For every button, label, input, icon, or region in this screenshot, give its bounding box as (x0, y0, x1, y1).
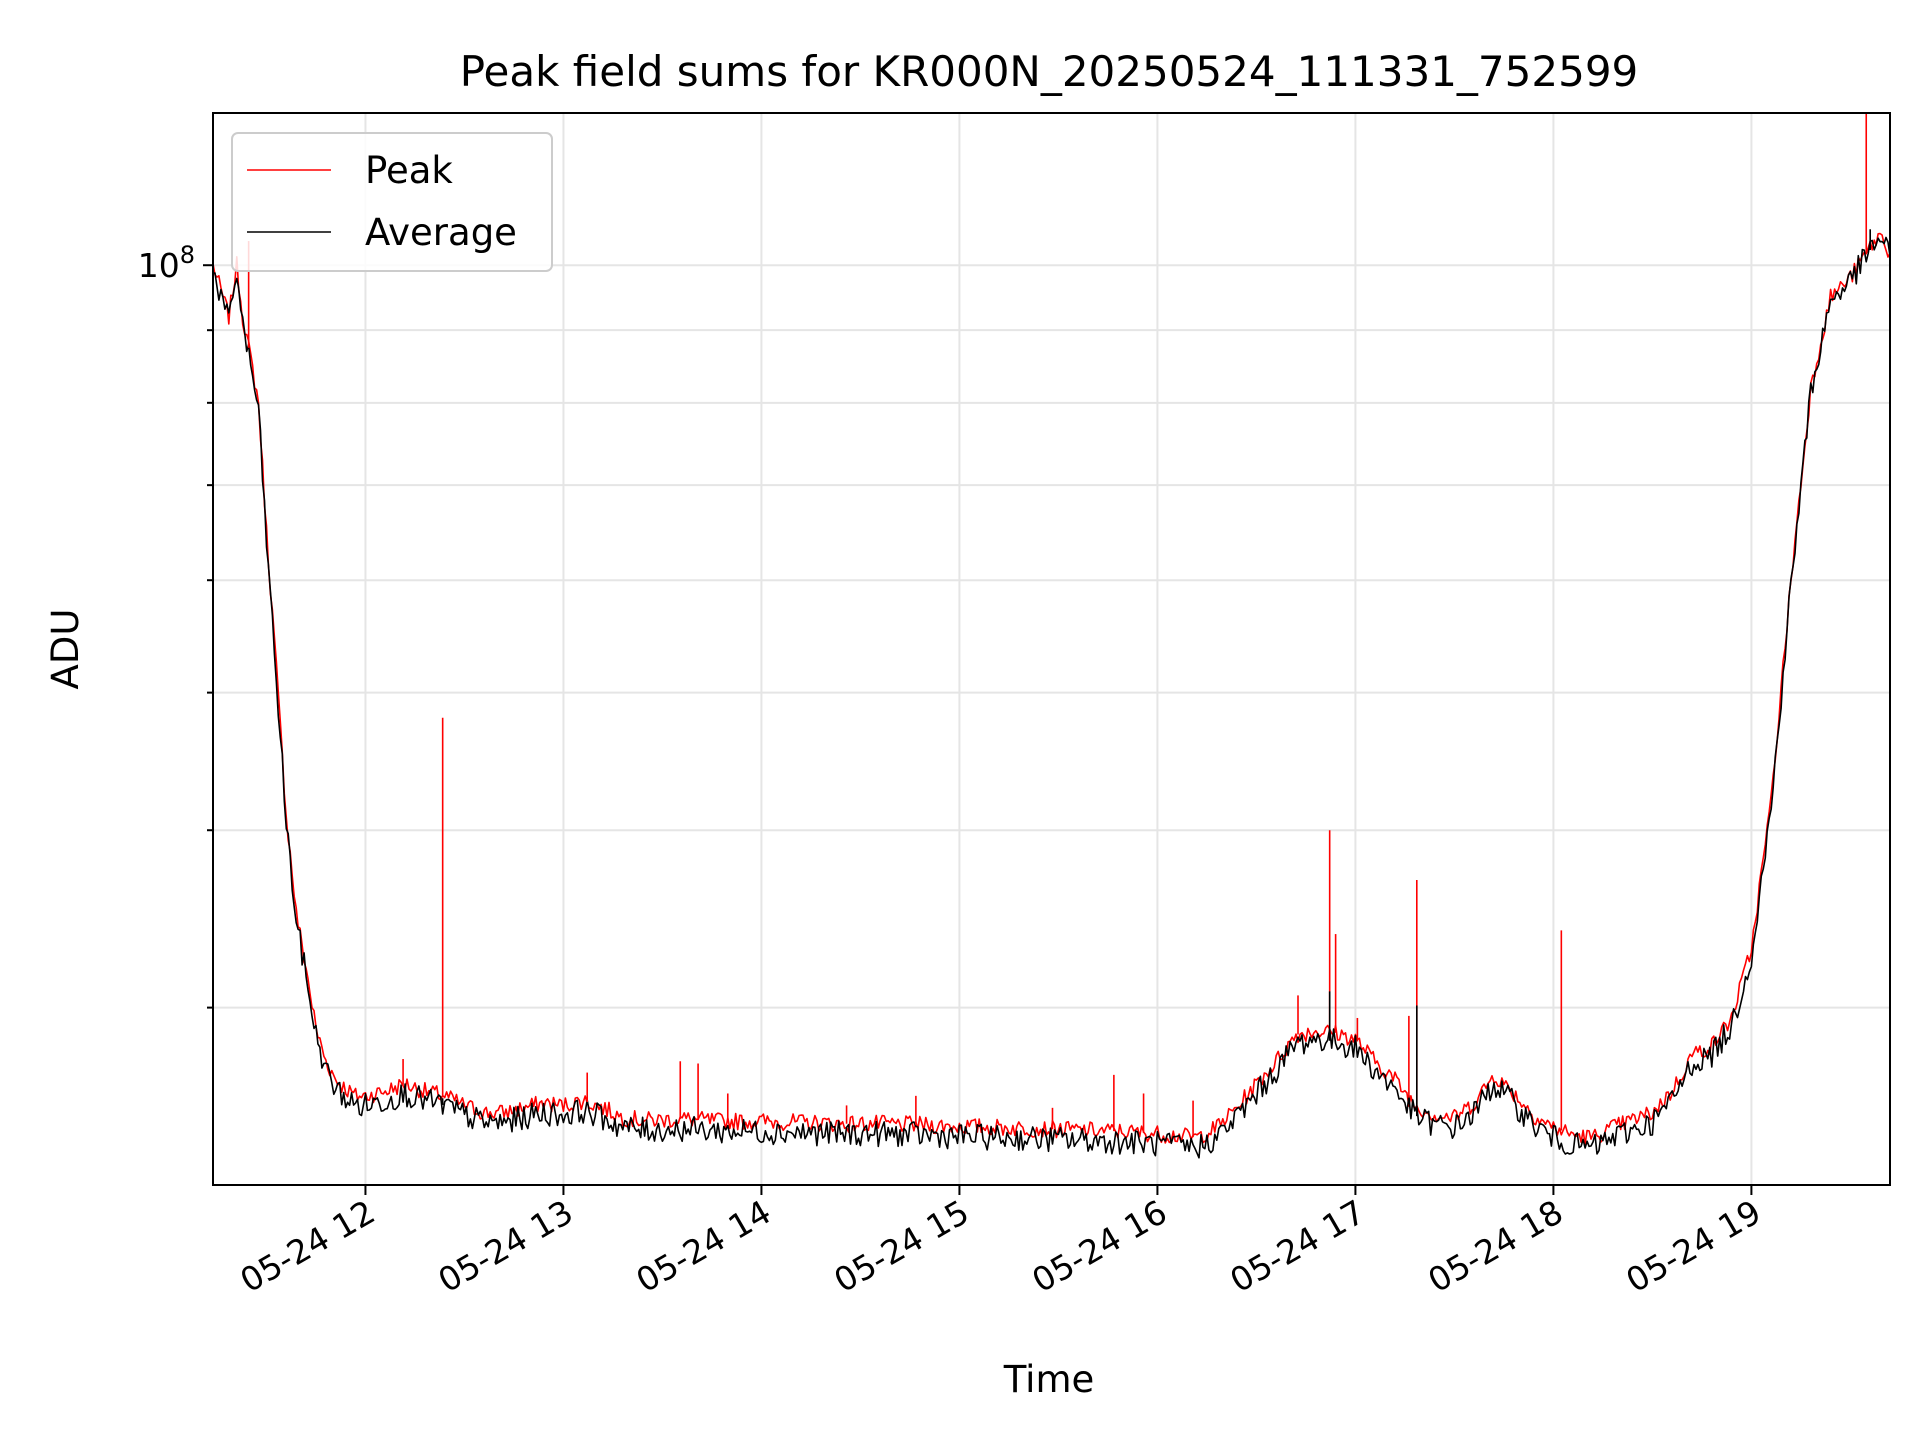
y-axis-label: ADU (44, 609, 87, 690)
x-axis-label: Time (1003, 1358, 1095, 1401)
plot-frame (212, 112, 1891, 1186)
chart-title: Peak field sums for KR000N_20250524_1113… (460, 47, 1639, 96)
series-line-average (213, 236, 1890, 1159)
y-tick-label: 108 (138, 241, 195, 285)
series-line-peak (213, 232, 1890, 1146)
legend: Peak Average (231, 132, 553, 272)
legend-peak-label: Peak (365, 149, 453, 192)
legend-average-label: Average (365, 211, 517, 254)
legend-box (231, 132, 553, 272)
